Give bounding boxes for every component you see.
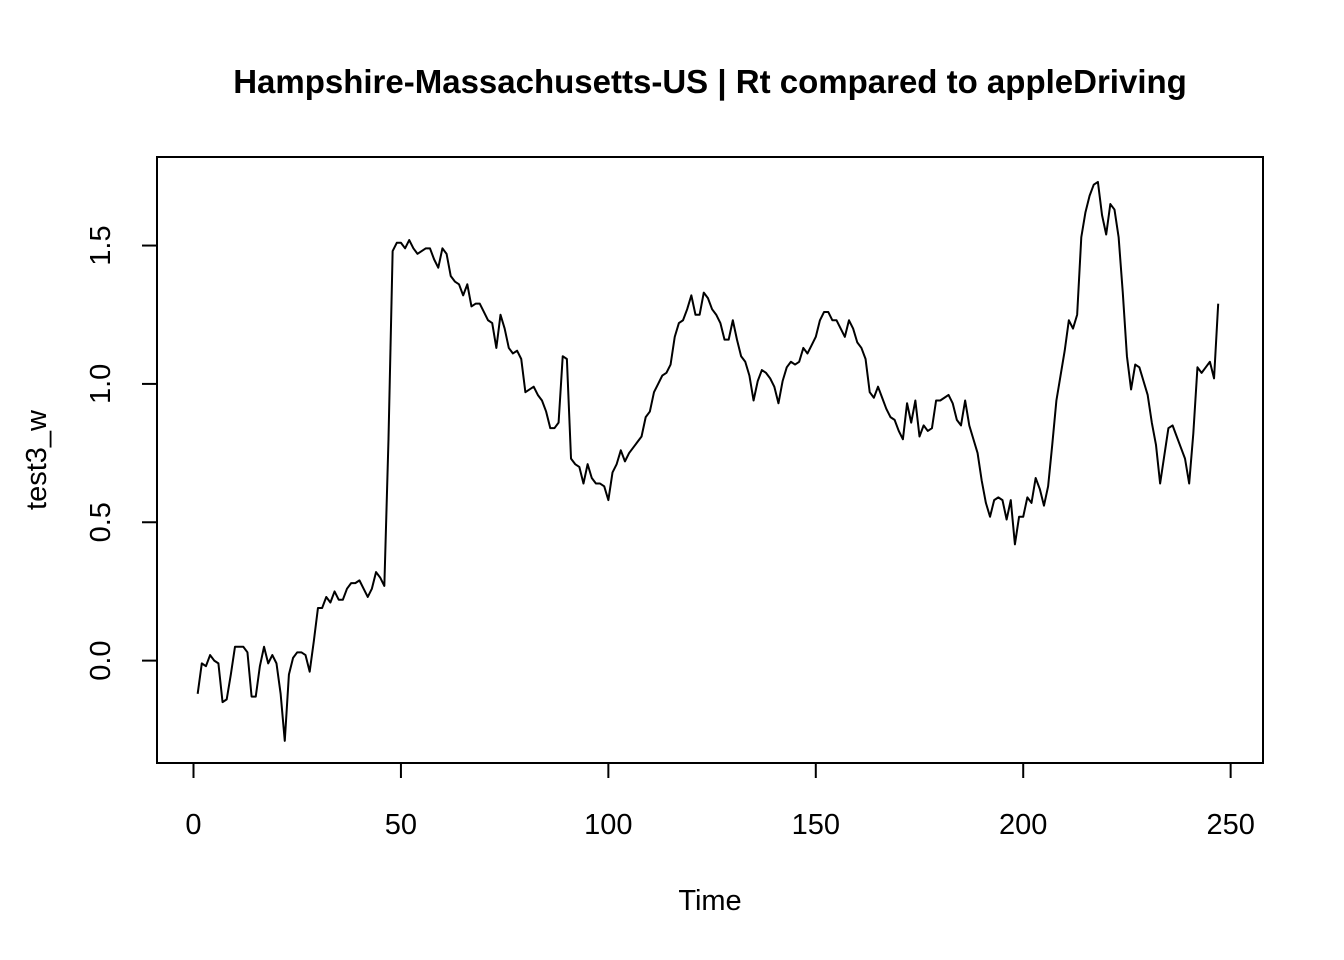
x-tick-label: 150	[792, 809, 840, 841]
x-tick-label: 0	[185, 809, 201, 841]
x-tick-label: 250	[1206, 809, 1254, 841]
y-tick-label: 1.0	[85, 364, 117, 404]
chart-title: Hampshire-Massachusetts-US | Rt compared…	[233, 63, 1187, 100]
x-tick-label: 200	[999, 809, 1047, 841]
series-layer	[196, 180, 1220, 742]
x-tick-label: 100	[584, 809, 632, 841]
y-tick-label: 1.5	[85, 225, 117, 265]
y-tick-label: 0.5	[85, 502, 117, 542]
series-line-test3_w	[196, 180, 1220, 742]
x-axis-title: Time	[678, 885, 741, 917]
y-axis: 0.0 0.5 1.0 1.5	[85, 225, 158, 681]
plot-frame	[156, 156, 1264, 764]
x-axis: 0 50 100 150 200 250	[185, 762, 1255, 841]
y-axis-title: test3_w	[21, 409, 53, 510]
x-tick-label: 50	[385, 809, 417, 841]
y-tick-label: 0.0	[85, 640, 117, 680]
